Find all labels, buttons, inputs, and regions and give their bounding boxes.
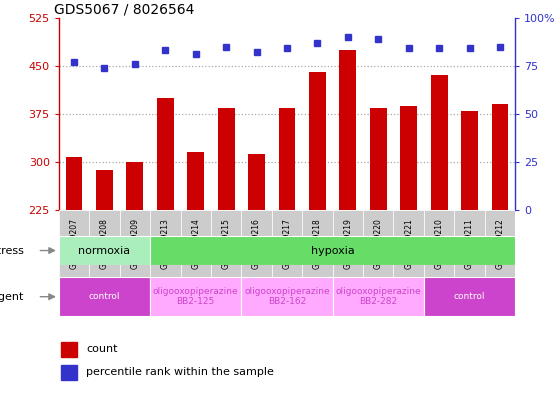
Bar	[188, 152, 204, 210]
Text: GSM1169213: GSM1169213	[161, 218, 170, 269]
Text: control: control	[454, 292, 486, 301]
Text: GSM1169207: GSM1169207	[69, 218, 78, 269]
Bar	[485, 210, 515, 287]
Bar	[339, 50, 356, 210]
Bar	[89, 210, 120, 287]
Bar	[454, 210, 485, 287]
Bar	[424, 210, 454, 287]
Bar	[127, 162, 143, 210]
Text: GSM1169216: GSM1169216	[252, 218, 261, 269]
Text: GSM1169221: GSM1169221	[404, 218, 413, 269]
Bar	[241, 277, 333, 316]
Text: GSM1169210: GSM1169210	[435, 218, 444, 269]
Text: oligooxopiperazine
BB2-162: oligooxopiperazine BB2-162	[244, 287, 330, 307]
Bar	[180, 210, 211, 287]
Text: oligooxopiperazine
BB2-125: oligooxopiperazine BB2-125	[153, 287, 239, 307]
Bar	[150, 236, 515, 265]
Text: GSM1169217: GSM1169217	[282, 218, 292, 269]
Bar	[400, 106, 417, 210]
Text: GDS5067 / 8026564: GDS5067 / 8026564	[54, 2, 195, 17]
Bar	[120, 210, 150, 287]
Text: GSM1169214: GSM1169214	[191, 218, 200, 269]
Text: GSM1169220: GSM1169220	[374, 218, 383, 269]
Bar	[333, 210, 363, 287]
Bar	[59, 210, 89, 287]
Bar	[333, 277, 424, 316]
Text: GSM1169219: GSM1169219	[343, 218, 352, 269]
Text: GSM1169211: GSM1169211	[465, 218, 474, 269]
Text: GSM1169215: GSM1169215	[222, 218, 231, 269]
Text: GSM1169212: GSM1169212	[496, 218, 505, 269]
Text: stress: stress	[0, 246, 25, 255]
Text: GSM1169208: GSM1169208	[100, 218, 109, 269]
Bar	[394, 210, 424, 287]
Bar	[309, 72, 326, 210]
Bar	[150, 210, 180, 287]
Bar	[66, 157, 82, 210]
Bar	[157, 98, 174, 210]
Text: count: count	[86, 344, 118, 354]
Bar	[211, 210, 241, 287]
Bar	[370, 108, 386, 210]
Bar	[241, 210, 272, 287]
Bar	[59, 236, 150, 265]
Text: GSM1169209: GSM1169209	[130, 218, 139, 269]
Bar	[431, 75, 447, 210]
Text: agent: agent	[0, 292, 24, 302]
Text: GSM1169218: GSM1169218	[313, 218, 322, 269]
Bar	[59, 277, 150, 316]
Bar	[248, 154, 265, 210]
Bar	[218, 108, 235, 210]
Bar	[461, 111, 478, 210]
Bar	[363, 210, 394, 287]
Bar	[424, 277, 515, 316]
Text: normoxia: normoxia	[78, 246, 130, 255]
Bar	[302, 210, 333, 287]
Text: percentile rank within the sample: percentile rank within the sample	[86, 367, 274, 377]
Text: oligooxopiperazine
BB2-282: oligooxopiperazine BB2-282	[335, 287, 421, 307]
Bar	[279, 108, 295, 210]
Bar	[61, 342, 77, 357]
Bar	[272, 210, 302, 287]
Bar	[96, 171, 113, 210]
Bar	[492, 104, 508, 210]
Bar	[150, 277, 241, 316]
Text: control: control	[88, 292, 120, 301]
Bar	[61, 365, 77, 380]
Text: hypoxia: hypoxia	[311, 246, 354, 255]
